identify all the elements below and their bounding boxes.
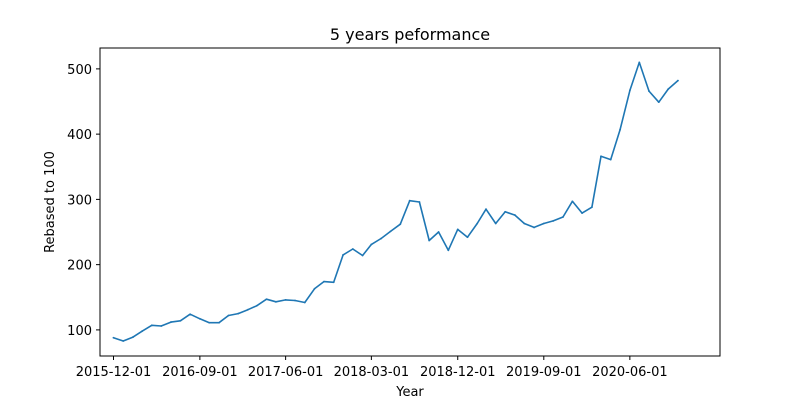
data-point	[342, 253, 345, 256]
data-point	[247, 308, 249, 311]
data-point	[303, 301, 306, 304]
data-point	[494, 222, 497, 225]
data-point	[562, 216, 564, 218]
data-point	[600, 155, 602, 158]
data-point	[590, 206, 593, 209]
x-axis: 2015-12-01 2016-09-01 2017-06-01 2018-03-01…	[76, 356, 668, 380]
data-point	[581, 212, 584, 214]
data-point	[399, 223, 402, 226]
x-tick-label: 2015-12-01	[76, 365, 152, 380]
data-point	[571, 200, 574, 203]
data-point	[619, 128, 622, 131]
data-point	[237, 312, 240, 315]
y-tick-label: 400	[67, 128, 92, 143]
data-point	[638, 61, 641, 64]
y-axis-label: Rebased to 100	[43, 151, 58, 253]
data-point	[380, 237, 383, 240]
data-point	[218, 321, 220, 324]
x-tick-label: 2017-06-01	[248, 365, 324, 380]
x-tick-label: 2020-06-01	[592, 365, 668, 380]
data-point	[648, 90, 650, 92]
data-point	[170, 321, 172, 323]
data-point	[141, 330, 143, 333]
y-tick-label: 500	[67, 63, 92, 78]
x-tick-label: 2016-09-01	[162, 365, 238, 380]
data-point	[313, 287, 316, 290]
data-point	[476, 222, 479, 225]
data-point	[255, 304, 258, 307]
x-axis-label: Year	[395, 385, 424, 400]
data-point	[274, 300, 277, 303]
plot-frame	[99, 47, 721, 357]
data-point	[323, 280, 325, 283]
y-tick-label: 100	[67, 324, 92, 339]
data-point	[351, 248, 354, 250]
data-point	[227, 314, 230, 317]
data-point	[370, 243, 373, 246]
data-point	[160, 325, 163, 327]
y-tick-label: 300	[67, 193, 92, 208]
data-point	[265, 298, 268, 301]
series-layer	[112, 61, 679, 342]
data-point	[437, 231, 440, 233]
data-point	[361, 254, 364, 257]
data-point	[657, 101, 660, 104]
data-point	[150, 324, 153, 327]
data-point	[189, 313, 192, 316]
x-tick-label: 2018-12-01	[420, 365, 496, 380]
x-tick-label: 2018-03-01	[334, 365, 410, 380]
y-axis: 100 200 300 400 500	[67, 63, 100, 339]
data-point	[552, 220, 555, 222]
data-point	[294, 299, 296, 302]
data-point	[485, 208, 487, 211]
data-point	[628, 89, 631, 92]
data-point	[466, 236, 469, 239]
data-point	[198, 317, 201, 320]
data-point	[504, 210, 507, 213]
y-tick-label: 200	[67, 259, 92, 274]
data-point	[132, 336, 134, 338]
data-point	[179, 319, 182, 322]
data-point	[447, 249, 450, 252]
data-point	[332, 281, 335, 284]
data-point	[208, 321, 211, 324]
data-point	[284, 298, 287, 301]
x-tick-label: 2019-09-01	[506, 365, 582, 380]
data-point	[514, 214, 516, 216]
data-point	[542, 222, 545, 225]
data-point	[428, 239, 431, 242]
series-line	[112, 61, 679, 342]
data-point	[533, 226, 535, 229]
data-point	[609, 158, 612, 161]
data-point	[389, 230, 392, 233]
data-point	[667, 88, 670, 91]
data-point	[677, 79, 679, 82]
chart-title: 5 years peformance	[330, 25, 490, 44]
data-point	[456, 228, 459, 231]
data-point	[523, 222, 526, 225]
data-point	[122, 340, 125, 342]
data-point	[408, 199, 411, 202]
data-point	[112, 336, 115, 339]
data-point	[418, 201, 421, 203]
